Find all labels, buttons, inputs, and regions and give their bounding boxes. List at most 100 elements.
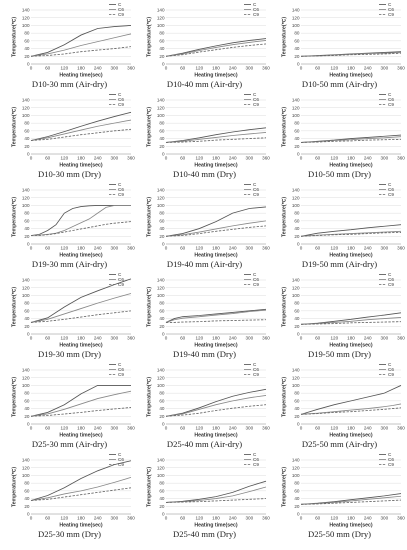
- series-line-c6: [165, 395, 267, 417]
- x-tick-label: 300: [380, 66, 388, 71]
- legend-label: C: [253, 452, 257, 457]
- y-tick-label: 100: [292, 203, 300, 208]
- x-tick-label: 0: [165, 156, 168, 161]
- legend-label: C6: [388, 187, 394, 192]
- line-chart: 0 20 40 60 80 100 120 140 0 60 120 180 240 300 360 Heat…: [281, 272, 406, 348]
- x-axis-label: Heating time(sec): [59, 523, 103, 529]
- series-line-c9: [166, 319, 267, 323]
- line-chart: 0 20 40 60 80 100 120 140 0 60 120 180 240 300 360 Heat…: [11, 452, 136, 529]
- x-tick-label: 120: [60, 516, 68, 521]
- x-tick-label: 120: [60, 66, 68, 71]
- x-tick-label: 360: [127, 336, 135, 341]
- y-tick-label: 20: [294, 234, 300, 239]
- series-line-c9: [300, 138, 402, 143]
- y-tick-label: 40: [294, 46, 300, 51]
- y-tick-label: 60: [159, 38, 165, 43]
- legend-label: C9: [253, 282, 259, 287]
- y-tick-label: 80: [24, 301, 30, 306]
- x-tick-label: 0: [300, 426, 303, 431]
- x-tick-label: 360: [127, 156, 135, 161]
- x-tick-label: 180: [77, 156, 85, 161]
- x-tick-label: 180: [77, 426, 85, 431]
- x-tick-label: 240: [229, 516, 237, 521]
- y-tick-label: 40: [294, 316, 300, 321]
- legend-label: C: [388, 362, 392, 367]
- legend-label: C6: [388, 277, 394, 282]
- legend-label: C9: [253, 372, 259, 377]
- y-tick-label: 80: [159, 301, 165, 306]
- x-tick-label: 120: [60, 426, 68, 431]
- y-tick-label: 140: [292, 458, 300, 463]
- series-line-c9: [300, 499, 402, 505]
- x-tick-label: 0: [30, 246, 33, 251]
- y-tick-label: 20: [24, 234, 30, 239]
- legend-label: C: [118, 362, 122, 367]
- y-axis-label: Temperature(℃): [146, 107, 153, 148]
- x-axis-label: Heating time(sec): [329, 253, 373, 259]
- series-line-c9: [30, 310, 132, 323]
- chart-caption: D25-50 mm (Dry): [307, 529, 371, 539]
- legend-label: C6: [118, 277, 124, 282]
- x-tick-label: 300: [245, 66, 253, 71]
- legend-label: C: [253, 272, 257, 277]
- series-line-c9: [300, 321, 402, 325]
- y-tick-label: 20: [159, 54, 165, 59]
- y-tick-label: 0: [162, 422, 165, 427]
- y-tick-label: 40: [24, 316, 30, 321]
- legend-label: C9: [118, 282, 124, 287]
- legend-label: C6: [253, 367, 259, 372]
- y-tick-label: 140: [22, 8, 30, 13]
- x-tick-label: 300: [380, 516, 388, 521]
- y-axis-label: Temperature(℃): [11, 17, 18, 58]
- y-tick-label: 140: [22, 98, 30, 103]
- chart-caption: D10-30 mm (Air-dry): [31, 79, 108, 89]
- x-tick-label: 300: [245, 516, 253, 521]
- y-tick-label: 140: [22, 188, 30, 193]
- chart-panel: 0 20 40 60 80 100 120 140 0 60 120 180 240 300 360 Heat…: [137, 452, 272, 543]
- y-tick-label: 120: [157, 15, 165, 20]
- chart-caption: D10-50 mm (Dry): [307, 169, 371, 179]
- series-line-c9: [30, 128, 132, 141]
- series-line-c6: [165, 40, 267, 57]
- x-tick-label: 0: [300, 246, 303, 251]
- x-tick-label: 360: [397, 246, 405, 251]
- y-tick-label: 0: [27, 152, 30, 157]
- series-line-c6: [30, 390, 132, 417]
- y-tick-label: 100: [157, 203, 165, 208]
- legend-label: C9: [253, 462, 259, 467]
- y-axis-label: Temperature(℃): [146, 197, 153, 238]
- y-tick-label: 80: [294, 121, 300, 126]
- y-axis-label: Temperature(℃): [11, 377, 18, 418]
- y-tick-label: 0: [297, 242, 300, 247]
- y-tick-label: 120: [22, 375, 30, 380]
- y-axis-label: Temperature(℃): [146, 377, 153, 418]
- y-tick-label: 20: [24, 504, 30, 509]
- x-tick-label: 120: [60, 336, 68, 341]
- series-line-c6: [165, 486, 267, 503]
- y-tick-label: 140: [157, 368, 165, 373]
- legend-label: C6: [253, 457, 259, 462]
- x-tick-label: 180: [347, 426, 355, 431]
- chart-panel: 0 20 40 60 80 100 120 140 0 60 120 180 240 300 360 Heat…: [137, 2, 272, 93]
- x-tick-label: 120: [195, 336, 203, 341]
- x-tick-label: 240: [229, 66, 237, 71]
- series-line-c6: [30, 476, 132, 501]
- line-chart: 0 20 40 60 80 100 120 140 0 60 120 180 240 300 360 Heat…: [146, 362, 271, 438]
- y-tick-label: 100: [22, 293, 30, 298]
- series-line-c: [165, 206, 267, 237]
- x-tick-label: 0: [165, 426, 168, 431]
- y-tick-label: 100: [292, 473, 300, 478]
- y-tick-label: 120: [157, 105, 165, 110]
- y-tick-label: 40: [159, 136, 165, 141]
- y-tick-label: 60: [24, 308, 30, 313]
- x-tick-label: 60: [180, 336, 186, 341]
- y-tick-label: 20: [159, 144, 165, 149]
- y-tick-label: 80: [159, 211, 165, 216]
- y-tick-label: 60: [159, 218, 165, 223]
- y-tick-label: 40: [294, 136, 300, 141]
- legend-label: C6: [253, 187, 259, 192]
- y-tick-label: 40: [24, 496, 30, 501]
- line-chart: 0 20 40 60 80 100 120 140 0 60 120 180 240 300 360 Heat…: [281, 452, 406, 528]
- y-tick-label: 140: [157, 188, 165, 193]
- legend-label: C6: [118, 97, 124, 102]
